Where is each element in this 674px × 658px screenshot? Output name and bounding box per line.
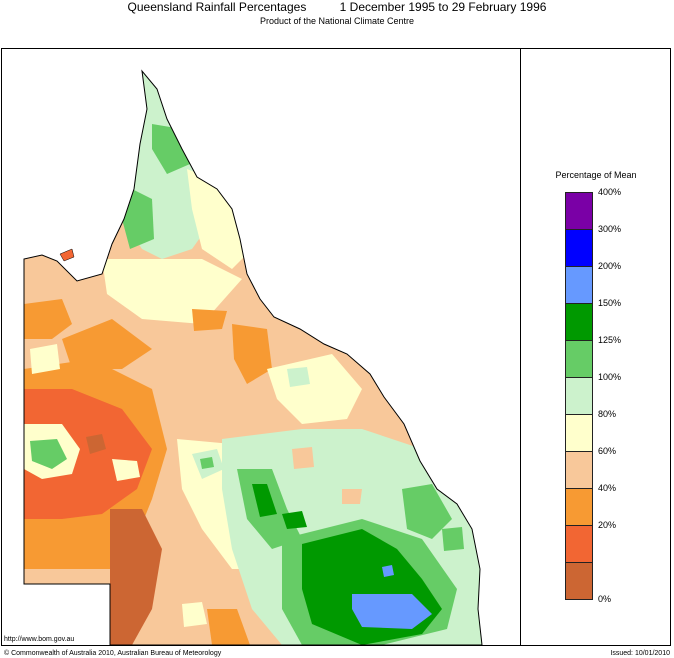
- legend-label: 200%: [598, 261, 622, 271]
- legend-swatch: [565, 451, 593, 489]
- legend-label: 60%: [598, 446, 617, 456]
- legend-label: 125%: [598, 335, 622, 345]
- legend-label: 300%: [598, 224, 622, 234]
- legend-label: 100%: [598, 372, 622, 382]
- footer-copyright: © Commonwealth of Australia 2010, Austra…: [4, 650, 222, 657]
- map-title: Queensland Rainfall Percentages 1 Decemb…: [127, 0, 547, 14]
- legend-swatch: [565, 414, 593, 452]
- legend-swatch: [565, 340, 593, 378]
- legend-label: 40%: [598, 483, 617, 493]
- legend-swatch: [565, 192, 593, 230]
- legend-swatch: [565, 229, 593, 267]
- legend-swatch: [565, 303, 593, 341]
- footer-url: http://www.bom.gov.au: [4, 636, 75, 643]
- island-mornington: [59, 248, 75, 262]
- legend-label: 80%: [598, 409, 617, 419]
- legend-label: 150%: [598, 298, 622, 308]
- map-subtitle: Product of the National Climate Centre: [259, 16, 415, 26]
- state-outline: [23, 69, 483, 645]
- map-frame: [1, 48, 671, 646]
- rainfall-zones: [24, 71, 482, 645]
- legend-swatch: [565, 377, 593, 415]
- legend-label: 20%: [598, 520, 617, 530]
- legend-swatch: [565, 525, 593, 563]
- legend-divider: [520, 48, 521, 646]
- legend-swatch: [565, 488, 593, 526]
- rainfall-map: [23, 69, 483, 645]
- legend-label: 0%: [598, 594, 612, 604]
- legend-swatch: [565, 562, 593, 600]
- legend-label: 400%: [598, 187, 622, 197]
- legend-swatch: [565, 266, 593, 304]
- legend-title: Percentage of Mean: [555, 170, 637, 180]
- footer-issued: Issued: 10/01/2010: [610, 650, 670, 657]
